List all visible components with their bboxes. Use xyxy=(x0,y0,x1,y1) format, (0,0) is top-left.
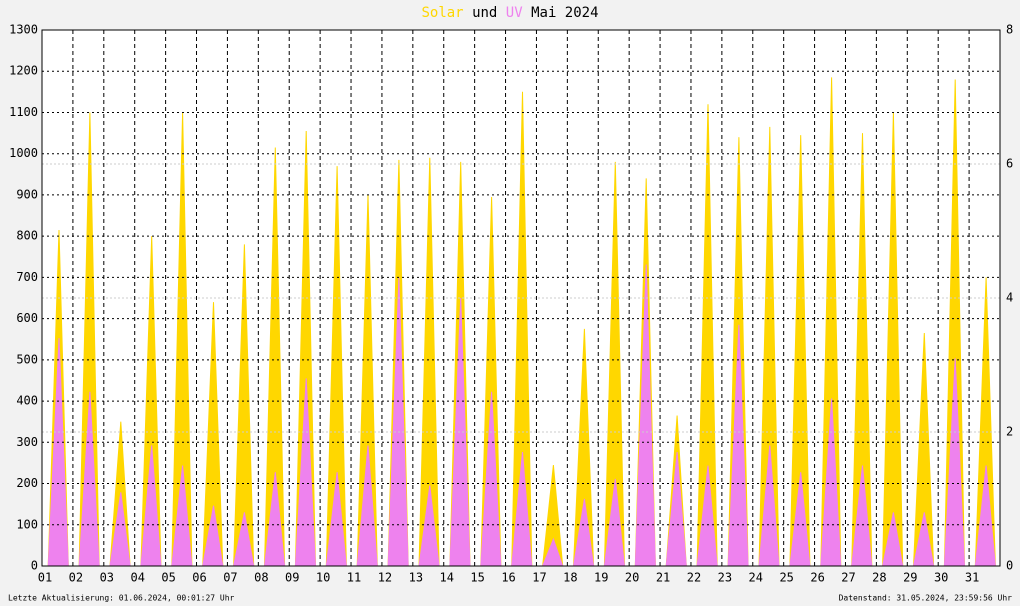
x-tick-label: 01 xyxy=(38,571,52,585)
x-tick-label: 16 xyxy=(501,571,515,585)
x-tick-label: 22 xyxy=(687,571,701,585)
x-tick-label: 14 xyxy=(440,571,454,585)
y-tick-label: 100 xyxy=(16,517,38,531)
x-tick-label: 30 xyxy=(934,571,948,585)
footer-left: Letzte Aktualisierung: 01.06.2024, 00:01… xyxy=(8,594,235,603)
footer-right: Datenstand: 31.05.2024, 23:59:56 Uhr xyxy=(839,594,1013,603)
x-tick-label: 17 xyxy=(532,571,546,585)
x-tick-label: 26 xyxy=(810,571,824,585)
title-period: Mai 2024 xyxy=(531,5,598,21)
y-tick-label: 1200 xyxy=(9,64,38,78)
x-tick-label: 04 xyxy=(130,571,144,585)
x-tick-label: 29 xyxy=(903,571,917,585)
x-tick-label: 07 xyxy=(223,571,237,585)
x-tick-label: 24 xyxy=(749,571,763,585)
y-tick-label: 1000 xyxy=(9,146,38,160)
y2-tick-label: 0 xyxy=(1006,559,1013,573)
y-tick-label: 700 xyxy=(16,270,38,284)
x-tick-label: 25 xyxy=(779,571,793,585)
x-tick-label: 03 xyxy=(100,571,114,585)
x-tick-label: 23 xyxy=(718,571,732,585)
x-tick-label: 06 xyxy=(192,571,206,585)
y2-tick-label: 8 xyxy=(1006,23,1013,37)
y2-tick-label: 6 xyxy=(1006,157,1013,171)
x-tick-label: 18 xyxy=(563,571,577,585)
x-tick-label: 28 xyxy=(872,571,886,585)
y-tick-label: 800 xyxy=(16,229,38,243)
y-tick-label: 500 xyxy=(16,352,38,366)
chart-title: Solar und UV Mai 2024 xyxy=(421,5,598,21)
y-tick-label: 1300 xyxy=(9,23,38,37)
y-tick-label: 400 xyxy=(16,394,38,408)
y-tick-label: 1100 xyxy=(9,105,38,119)
title-connector: und xyxy=(472,5,497,21)
x-tick-label: 08 xyxy=(254,571,268,585)
x-tick-label: 02 xyxy=(69,571,83,585)
title-uv: UV xyxy=(506,5,523,21)
y-tick-label: 600 xyxy=(16,311,38,325)
x-tick-label: 20 xyxy=(625,571,639,585)
x-tick-label: 13 xyxy=(409,571,423,585)
x-tick-label: 09 xyxy=(285,571,299,585)
y-tick-label: 200 xyxy=(16,476,38,490)
y-tick-label: 0 xyxy=(31,559,38,573)
y-tick-label: 900 xyxy=(16,187,38,201)
x-tick-label: 12 xyxy=(378,571,392,585)
y-tick-label: 300 xyxy=(16,435,38,449)
x-tick-label: 05 xyxy=(161,571,175,585)
x-tick-label: 15 xyxy=(470,571,484,585)
x-tick-label: 19 xyxy=(594,571,608,585)
y2-tick-label: 2 xyxy=(1006,425,1013,439)
x-tick-label: 27 xyxy=(841,571,855,585)
x-tick-label: 21 xyxy=(656,571,670,585)
x-tick-label: 10 xyxy=(316,571,330,585)
y2-tick-label: 4 xyxy=(1006,291,1013,305)
x-tick-label: 31 xyxy=(965,571,979,585)
plot-frame xyxy=(41,29,1001,567)
x-tick-label: 11 xyxy=(347,571,361,585)
title-solar: Solar xyxy=(421,5,463,21)
